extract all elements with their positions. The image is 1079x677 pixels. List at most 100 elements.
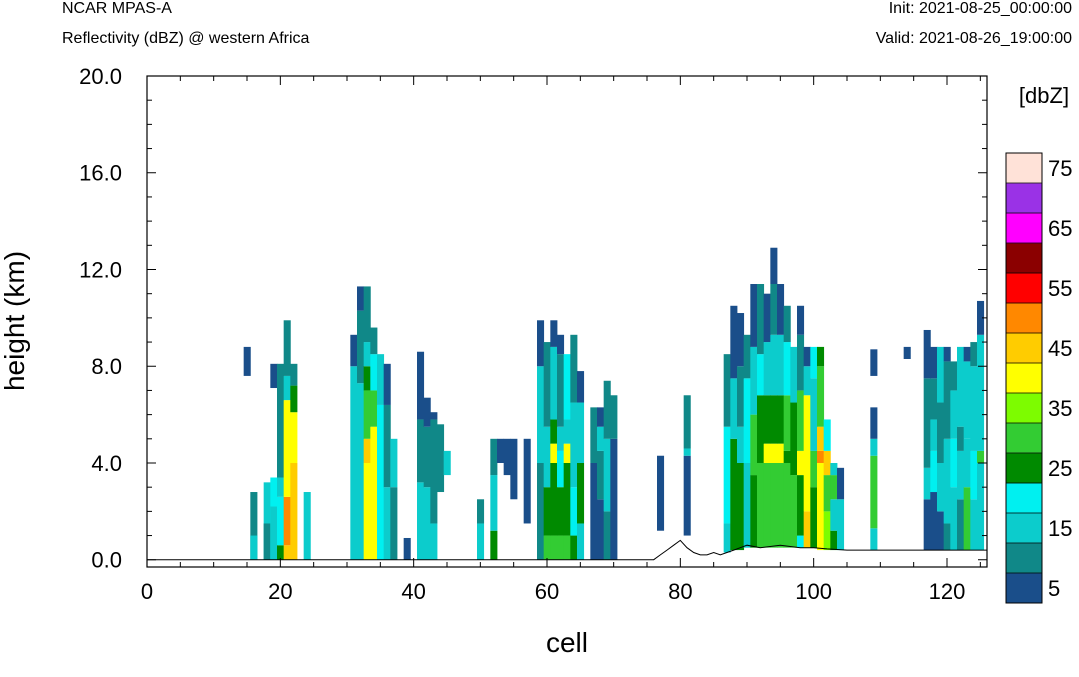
reflectivity-cell — [577, 523, 585, 560]
reflectivity-cell — [770, 334, 778, 396]
reflectivity-cell — [763, 293, 771, 343]
reflectivity-cell — [797, 334, 805, 391]
reflectivity-cell — [750, 284, 758, 347]
reflectivity-cell — [510, 438, 518, 500]
reflectivity-cell — [823, 419, 831, 451]
colorbar-swatch — [1006, 243, 1042, 274]
reflectivity-cell — [950, 390, 958, 439]
reflectivity-cell — [817, 346, 825, 367]
valid-time: Valid: 2021-08-26_19:00:00 — [875, 30, 1072, 47]
reflectivity-cell — [970, 342, 978, 367]
reflectivity-cell — [563, 354, 571, 420]
reflectivity-cell — [803, 366, 811, 396]
reflectivity-cell — [383, 404, 391, 488]
model-name: NCAR MPAS-A — [62, 0, 172, 17]
colorbar-tick-label: 75 — [1048, 156, 1072, 181]
reflectivity-cell — [810, 450, 818, 488]
reflectivity-cell — [790, 402, 798, 476]
y-axis: 0.0 4.0 8.0 12.0 16.0 20.0 — [79, 64, 987, 573]
reflectivity-cell — [943, 523, 951, 551]
reflectivity-cell — [537, 463, 545, 560]
reflectivity-cell — [757, 354, 765, 396]
reflectivity-cell — [970, 499, 978, 551]
reflectivity-cell — [937, 402, 945, 463]
reflectivity-cell — [443, 450, 451, 476]
reflectivity-cell — [597, 426, 605, 451]
reflectivity-cell — [730, 438, 738, 551]
reflectivity-cell — [757, 284, 765, 355]
reflectivity-cell — [957, 346, 965, 427]
reflectivity-cell — [977, 334, 985, 451]
reflectivity-cell — [597, 499, 605, 560]
reflectivity-cell — [417, 419, 425, 483]
reflectivity-cell — [783, 342, 791, 396]
reflectivity-cell — [430, 419, 438, 524]
reflectivity-cell — [563, 463, 571, 536]
x-tick-label: 20 — [268, 579, 292, 604]
reflectivity-cell — [797, 305, 805, 335]
y-tick-label: 12.0 — [79, 257, 122, 282]
reflectivity-cell — [930, 450, 938, 493]
reflectivity-cell — [577, 371, 585, 403]
x-axis-title: cell — [546, 627, 588, 658]
reflectivity-cell — [830, 499, 838, 531]
reflectivity-cell — [523, 438, 531, 524]
reflectivity-cell — [550, 535, 558, 560]
plot-frame — [146, 75, 988, 568]
reflectivity-cell — [977, 463, 985, 551]
reflectivity-cell — [723, 523, 731, 553]
reflectivity-cell — [603, 438, 611, 512]
colorbar-swatch — [1006, 273, 1042, 304]
reflectivity-cell — [363, 463, 371, 560]
reflectivity-cell — [363, 438, 371, 463]
reflectivity-cell — [743, 378, 751, 463]
reflectivity-cell — [290, 412, 298, 463]
reflectivity-cell — [950, 438, 958, 488]
reflectivity-cell — [370, 390, 378, 427]
reflectivity-cell — [870, 438, 878, 456]
reflectivity-cell — [903, 346, 911, 359]
reflectivity-cell — [730, 305, 738, 379]
reflectivity-cell — [570, 334, 578, 403]
reflectivity-cell — [243, 346, 251, 376]
x-tick-label: 100 — [795, 579, 832, 604]
reflectivity-cell — [957, 450, 965, 500]
colorbar-tick-label: 5 — [1048, 576, 1060, 601]
reflectivity-cell — [490, 475, 498, 531]
reflectivity-cell — [963, 438, 971, 488]
colorbar-swatch — [1006, 363, 1042, 394]
colorbar-swatch — [1006, 183, 1042, 214]
colorbar-swatch — [1006, 513, 1042, 544]
reflectivity-cell — [763, 342, 771, 396]
reflectivity-cell — [943, 361, 951, 439]
reflectivity-cell — [363, 390, 371, 439]
reflectivity-cell — [543, 426, 551, 488]
reflectivity-cell — [763, 463, 771, 548]
reflectivity-cell — [970, 366, 978, 451]
reflectivity-cell — [403, 537, 411, 560]
reflectivity-cell — [683, 395, 691, 449]
reflectivity-cell — [723, 426, 731, 524]
reflectivity-cell — [937, 463, 945, 512]
reflectivity-cell — [790, 346, 798, 403]
reflectivity-cell — [557, 354, 565, 427]
reflectivity-cell — [963, 487, 971, 551]
reflectivity-cell — [777, 395, 785, 444]
reflectivity-cell — [823, 511, 831, 551]
reflectivity-cell — [603, 511, 611, 560]
reflectivity-cell — [557, 535, 565, 560]
reflectivity-cell — [770, 443, 778, 463]
reflectivity-cell — [737, 366, 745, 427]
reflectivity-cell — [283, 320, 291, 376]
reflectivity-cell — [870, 349, 878, 376]
x-tick-label: 60 — [535, 579, 559, 604]
reflectivity-cell — [923, 499, 931, 551]
x-tick-label: 80 — [668, 579, 692, 604]
x-tick-label: 120 — [929, 579, 966, 604]
reflectivity-cell — [797, 475, 805, 536]
colorbar-swatch — [1006, 153, 1042, 184]
reflectivity-cell — [377, 404, 385, 560]
colorbar-swatch — [1006, 333, 1042, 364]
reflectivity-cell — [770, 284, 778, 335]
reflectivity-cell — [970, 450, 978, 500]
